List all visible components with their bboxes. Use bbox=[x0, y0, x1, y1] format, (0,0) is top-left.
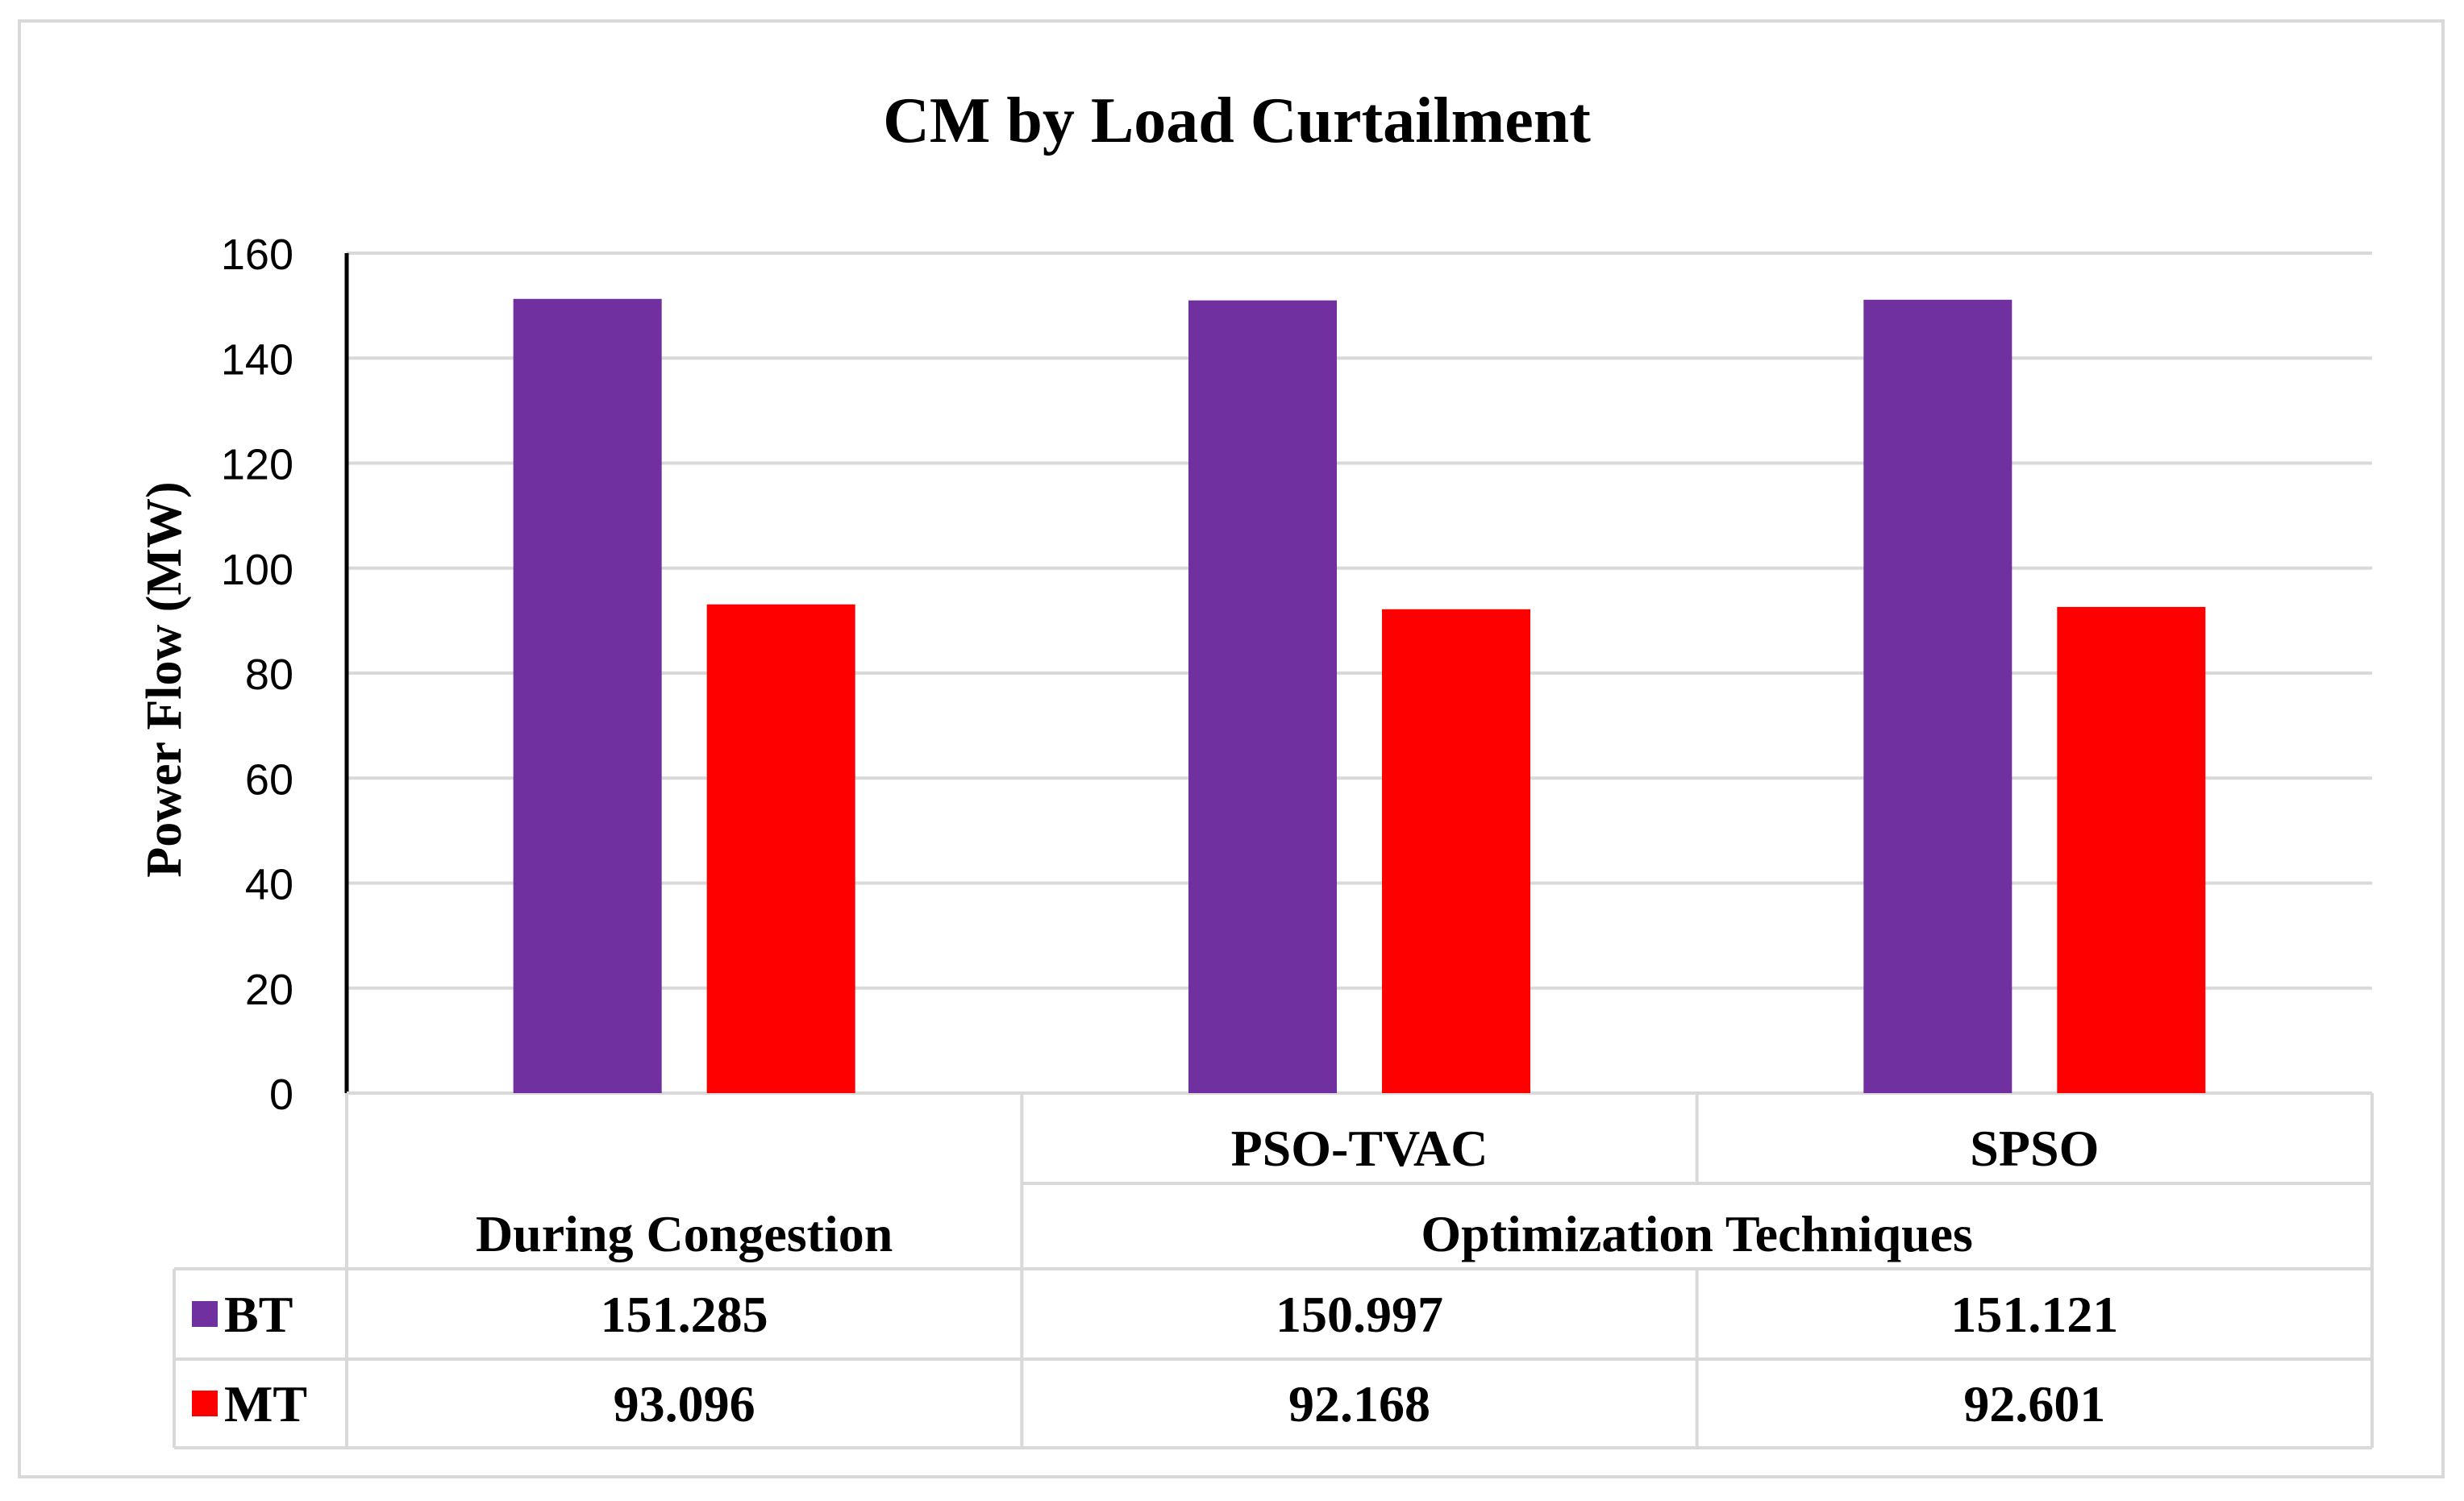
data-label: 151.121 bbox=[1950, 1286, 2118, 1343]
y-tick-label: 160 bbox=[221, 231, 293, 279]
y-tick-label: 0 bbox=[269, 1071, 293, 1119]
y-tick-label: 120 bbox=[221, 441, 293, 489]
data-label: 92.601 bbox=[1963, 1375, 2105, 1432]
data-label: 150.997 bbox=[1276, 1286, 1443, 1343]
gridlines bbox=[344, 252, 2372, 1095]
bar-chart: CM by Load Curtailment Power Flow (MW) 0… bbox=[137, 85, 2374, 1449]
legend-label-mt: MT bbox=[224, 1375, 307, 1432]
y-axis-label: Power Flow (MW) bbox=[137, 481, 192, 877]
bar-bt-3 bbox=[1863, 299, 2012, 1094]
bars bbox=[513, 298, 2206, 1094]
y-tick-label: 20 bbox=[245, 966, 293, 1014]
legend-label-bt: BT bbox=[224, 1286, 293, 1343]
legend-swatch-mt bbox=[192, 1391, 218, 1416]
x-tick-label: During Congestion bbox=[476, 1205, 893, 1262]
bar-mt-3 bbox=[2057, 606, 2206, 1093]
chart-title: CM by Load Curtailment bbox=[883, 85, 1591, 156]
data-table: During Congestion PSO-TVAC SPSO Optimizatio… bbox=[173, 1093, 2374, 1449]
x-tick-label: SPSO bbox=[1970, 1120, 2099, 1177]
y-tick-labels: 0 20 40 60 80 100 120 140 160 bbox=[221, 231, 293, 1119]
data-label: 151.285 bbox=[601, 1286, 768, 1343]
chart-frame: CM by Load Curtailment Power Flow (MW) 0… bbox=[18, 19, 2445, 1478]
y-tick-label: 100 bbox=[221, 546, 293, 594]
category-group-label: Optimization Techniques bbox=[1421, 1205, 1973, 1262]
bar-bt-2 bbox=[1188, 300, 1337, 1093]
y-tick-label: 40 bbox=[245, 861, 293, 909]
bar-mt-2 bbox=[1382, 609, 1530, 1093]
y-tick-label: 60 bbox=[245, 755, 293, 804]
legend-swatch-bt bbox=[192, 1301, 218, 1327]
y-tick-label: 140 bbox=[221, 335, 293, 384]
y-tick-label: 80 bbox=[245, 651, 293, 699]
x-tick-label: PSO-TVAC bbox=[1231, 1120, 1488, 1177]
bar-bt-1 bbox=[513, 298, 662, 1093]
data-label: 93.096 bbox=[614, 1375, 755, 1432]
data-label: 92.168 bbox=[1288, 1375, 1430, 1432]
bar-mt-1 bbox=[706, 604, 855, 1093]
